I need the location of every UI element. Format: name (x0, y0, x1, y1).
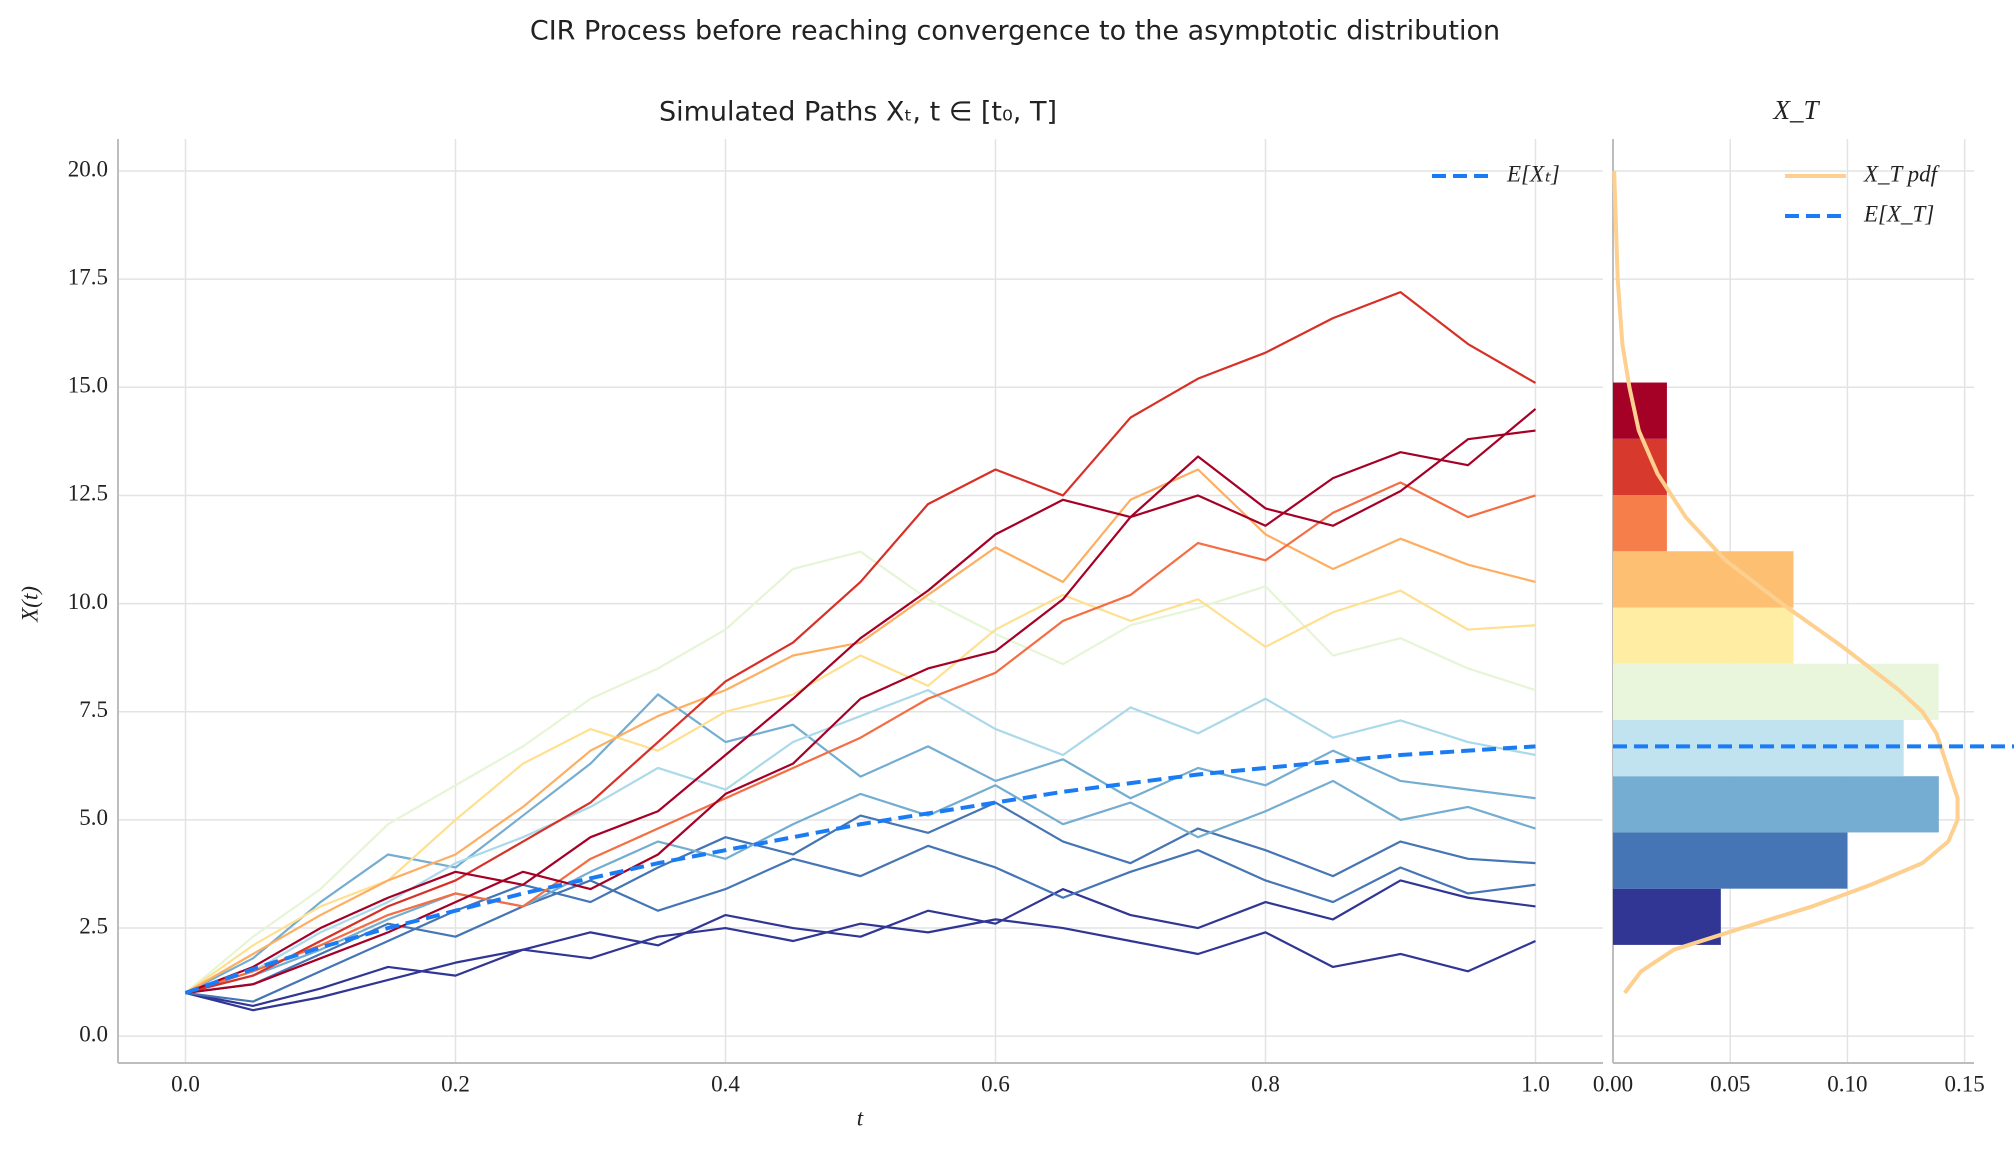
histogram-bar (1613, 832, 1848, 889)
y-tick-label: 15.0 (68, 373, 108, 398)
path-line (185, 844, 1536, 995)
figure-title: CIR Process before reaching convergence … (530, 16, 1500, 47)
path-line (185, 779, 1536, 994)
x-tick-label: 0.4 (711, 1071, 740, 1096)
y-tick-label: 0.0 (79, 1021, 108, 1046)
histogram-bar (1613, 495, 1667, 552)
path-line (184, 468, 1536, 994)
y-axis-label: X(t) (17, 586, 42, 623)
chart-title: X_T (1772, 95, 1820, 125)
legend-label: X_T pdf (1863, 161, 1941, 186)
histogram-bar (1613, 888, 1721, 945)
x-axis-label: t (857, 1105, 864, 1130)
legend-label: E[Xₜ] (1506, 161, 1560, 186)
x-tick-label: 0.2 (441, 1071, 470, 1096)
histogram-bar (1613, 607, 1794, 664)
x-tick-label: 0.6 (981, 1071, 1010, 1096)
path-line (185, 801, 1536, 1003)
histogram-bar (1613, 438, 1667, 496)
x-tick-label: 1.0 (1521, 1071, 1550, 1096)
x-tick-label: 0.10 (1827, 1071, 1867, 1096)
path-line (184, 550, 1536, 994)
chart-title: Simulated Paths Xₜ, t ∈ [t₀, T] (659, 97, 1057, 128)
y-tick-label: 17.5 (68, 264, 108, 289)
expected-line (184, 744, 1536, 995)
histogram-bar (1613, 776, 1939, 833)
paths (184, 291, 1537, 1012)
pdf-curve (1612, 170, 1960, 995)
x-tick-label: 0.0 (171, 1071, 200, 1096)
path-line (184, 589, 1536, 994)
y-tick-label: 5.0 (79, 805, 108, 830)
x-tick-label: 0.15 (1944, 1071, 1984, 1096)
path-line (185, 481, 1536, 994)
y-tick-label: 2.5 (79, 913, 108, 938)
legend-label: E[X_T] (1863, 201, 1934, 226)
y-tick-label: 20.0 (68, 156, 108, 181)
y-tick-label: 10.0 (68, 589, 108, 614)
path-line (185, 918, 1536, 1012)
path-line (185, 291, 1537, 994)
histogram-bar (1613, 663, 1939, 720)
x-tick-label: 0.00 (1593, 1071, 1633, 1096)
y-tick-label: 7.5 (79, 697, 108, 722)
y-tick-label: 12.5 (68, 481, 108, 506)
path-line (185, 408, 1537, 994)
x-tick-label: 0.8 (1251, 1071, 1280, 1096)
path-line (185, 879, 1536, 1007)
histogram-bar (1613, 551, 1794, 608)
x-tick-label: 0.05 (1710, 1071, 1750, 1096)
